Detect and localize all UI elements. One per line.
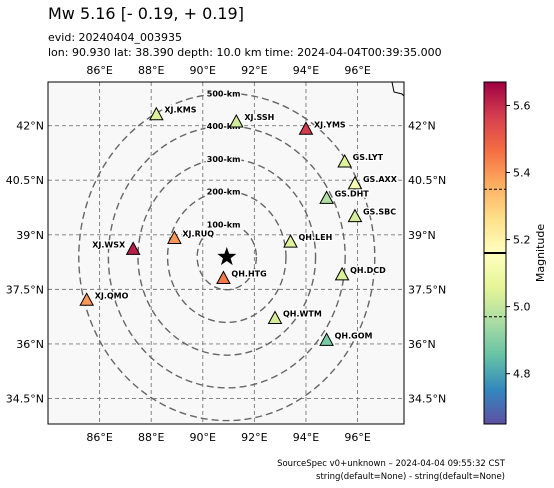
colorbar-tick-label: 5.2 — [513, 234, 531, 247]
station-xj-kms: XJ.KMS — [149, 104, 198, 121]
x-tick-label-top: 94°E — [293, 64, 319, 77]
y-tick-label-right: 34.5°N — [408, 393, 446, 406]
x-tick-label-bottom: 88°E — [138, 431, 164, 444]
stations: XJ.KMS XJ.SSH XJ.YMS GS.LYT GS.AXX GS.DHT GS.S… — [79, 104, 399, 346]
station-label: XJ.SSH — [244, 113, 274, 122]
station-xj-yms: XJ.YMS — [298, 119, 347, 135]
station-marker — [228, 113, 244, 128]
station-label: QH.HTG — [231, 269, 266, 278]
station-xj-qmo: XJ.QMO — [79, 290, 130, 306]
station-marker — [283, 234, 298, 248]
y-tick-label-right: 42°N — [408, 120, 436, 133]
x-tick-label-top: 92°E — [241, 64, 267, 77]
station-label: XJ.QMO — [95, 291, 129, 300]
y-tick-label-left: 34.5°N — [6, 393, 44, 406]
colorbar-tick-label: 5.4 — [513, 167, 531, 180]
x-tick-label-top: 88°E — [138, 64, 164, 77]
y-tick-label-left: 37.5°N — [6, 283, 44, 296]
colorbar-tick-label: 5.0 — [513, 301, 531, 314]
epicenter-star — [217, 247, 237, 266]
station-marker — [347, 208, 363, 223]
border-line — [391, 82, 404, 97]
plot-title: Mw 5.16 [- 0.19, + 0.19] — [48, 4, 244, 23]
station-label: GS.DHT — [335, 189, 370, 198]
footer-version: SourceSpec v0+unknown – 2024-04-04 09:55… — [277, 459, 505, 469]
colorbar-label: Magnitude — [534, 224, 547, 283]
y-tick-label-right: 39°N — [408, 229, 436, 242]
y-tick-label-right: 40.5°N — [408, 174, 446, 187]
station-xj-wsx: XJ.WSX — [91, 239, 141, 255]
station-label: QH.WTM — [283, 309, 322, 318]
station-marker — [125, 241, 141, 255]
colorbar-tick-label: 4.8 — [513, 368, 531, 381]
station-marker — [319, 332, 334, 346]
station-label: QH.GOM — [335, 331, 373, 340]
station-label: QH.LEH — [298, 233, 332, 242]
colorbar-tick-label: 5.6 — [513, 99, 531, 112]
map-frame — [47, 81, 405, 425]
station-label: XJ.YMS — [314, 120, 346, 129]
station-label: XJ.RUQ — [182, 229, 214, 238]
station-marker — [334, 266, 350, 281]
x-tick-label-bottom: 90°E — [190, 431, 216, 444]
epicenter — [217, 247, 237, 266]
station-label: QH.DCD — [350, 266, 386, 275]
station-qh-htg: QH.HTG — [216, 268, 268, 284]
event-id: evid: 20240404_003935 — [48, 31, 182, 44]
station-label: GS.AXX — [363, 175, 398, 184]
station-qh-leh: QH.LEH — [283, 232, 334, 248]
station-marker — [337, 153, 353, 168]
x-tick-label-top: 90°E — [190, 64, 216, 77]
station-gs-axx: GS.AXX — [347, 174, 399, 190]
station-gs-lyt: GS.LYT — [337, 152, 385, 168]
station-marker — [267, 310, 283, 324]
y-tick-label-left: 39°N — [16, 229, 44, 242]
station-gs-sbc: GS.SBC — [347, 206, 397, 223]
station-qh-dcd: QH.DCD — [334, 265, 387, 281]
station-marker — [79, 292, 95, 306]
x-tick-label-bottom: 92°E — [241, 431, 267, 444]
x-tick-label-bottom: 94°E — [293, 431, 319, 444]
colorbar: 4.8 5.0 5.2 5.4 5.6 Magnitude — [483, 81, 547, 425]
y-tick-label-right: 37.5°N — [408, 283, 446, 296]
station-label: GS.SBC — [363, 208, 396, 217]
distance-ring-label: 300-km — [207, 155, 241, 164]
station-label: GS.LYT — [353, 153, 384, 162]
distance-ring-label: 200-km — [207, 188, 241, 197]
station-marker — [149, 106, 164, 121]
x-tick-label-bottom: 86°E — [86, 431, 112, 444]
y-tick-label-left: 36°N — [16, 338, 44, 351]
x-tick-label-bottom: 96°E — [344, 431, 370, 444]
distance-ring — [196, 223, 258, 291]
distance-ring — [107, 125, 346, 389]
y-tick-label-right: 36°N — [408, 338, 436, 351]
station-marker — [347, 175, 363, 190]
station-marker — [319, 190, 334, 204]
station-qh-gom: QH.GOM — [319, 330, 374, 346]
event-info: lon: 90.930 lat: 38.390 depth: 10.0 km t… — [48, 46, 442, 59]
distance-ring-label: 100-km — [207, 220, 241, 229]
station-xj-ruq: XJ.RUQ — [167, 228, 215, 244]
y-tick-label-left: 42°N — [16, 120, 44, 133]
distance-ring-label: 500-km — [207, 89, 241, 98]
station-marker — [216, 270, 231, 284]
station-label: XJ.KMS — [164, 106, 196, 115]
station-xj-ssh: XJ.SSH — [228, 112, 276, 128]
distance-ring — [78, 92, 376, 422]
station-label: XJ.WSX — [92, 240, 126, 249]
station-marker — [298, 121, 314, 135]
station-qh-wtm: QH.WTM — [267, 308, 323, 324]
distance-ring — [166, 190, 287, 324]
x-tick-label-top: 86°E — [86, 64, 112, 77]
axis-ticks: 86°E 86°E 88°E 88°E 90°E 90°E 92°E 92°E 94°E 94°E… — [6, 64, 446, 444]
station-marker — [167, 230, 182, 244]
distance-ring — [137, 158, 317, 356]
footer-config: string(default=None) - string(default=No… — [316, 472, 505, 482]
station-gs-dht: GS.DHT — [319, 188, 371, 204]
y-tick-label-left: 40.5°N — [6, 174, 44, 187]
x-tick-label-top: 96°E — [344, 64, 370, 77]
